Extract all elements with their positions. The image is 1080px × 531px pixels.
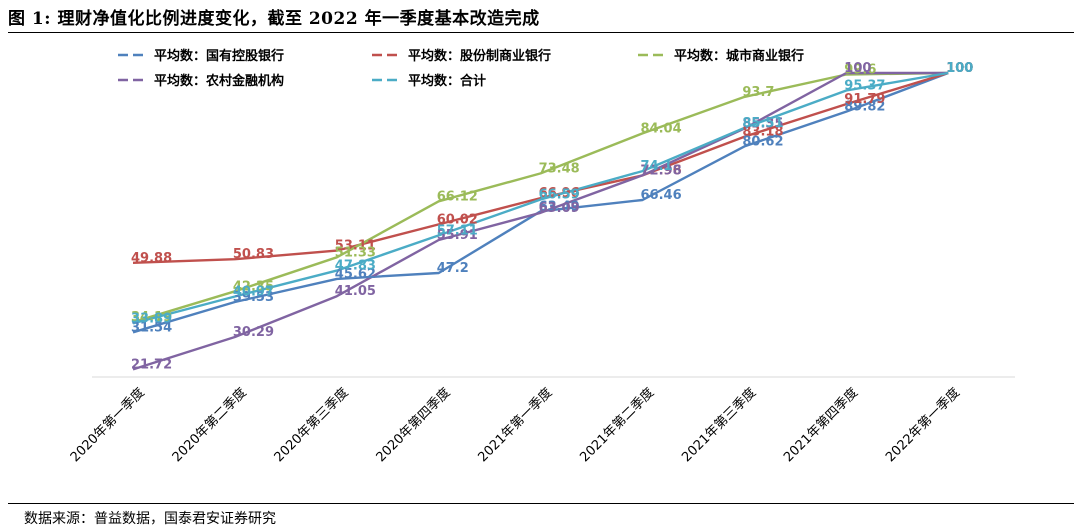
x-tick-label: 2021年第一季度 bbox=[475, 385, 556, 466]
x-tick-label: 2020年第二季度 bbox=[169, 385, 250, 466]
data-label: 85.51 bbox=[742, 116, 783, 131]
data-label: 33.89 bbox=[131, 311, 172, 326]
line-chart: 31.54 39.53 45.62 47.2 63.49 66.46 80.62 89.82 1… bbox=[67, 48, 1015, 466]
data-label: 100 bbox=[946, 61, 973, 76]
data-label: 100 bbox=[946, 61, 973, 76]
x-tick-label: 2020年第三季度 bbox=[271, 385, 352, 466]
series-lines bbox=[132, 71, 949, 371]
data-label: 74.1 bbox=[641, 159, 673, 174]
data-label: 57.11 bbox=[437, 223, 478, 238]
series-line-5 bbox=[132, 71, 949, 325]
data-label: 73.48 bbox=[539, 161, 580, 176]
data-label: 100 bbox=[946, 61, 973, 76]
data-label: 21.72 bbox=[131, 357, 172, 372]
title-rule bbox=[8, 32, 1074, 33]
data-label: 34.19 bbox=[131, 310, 172, 325]
data-labels: 31.54 39.53 45.62 47.2 63.49 66.46 80.62 89.82 1… bbox=[131, 61, 973, 372]
data-label: 66.59 bbox=[539, 188, 580, 203]
data-label: 83.18 bbox=[742, 125, 783, 140]
data-label: 100 bbox=[946, 61, 973, 76]
data-label: 45.62 bbox=[335, 267, 376, 282]
data-label: 47.83 bbox=[335, 259, 376, 274]
data-label: 91.79 bbox=[844, 92, 885, 107]
data-label: 63.49 bbox=[539, 199, 580, 214]
data-label: 66.46 bbox=[641, 188, 682, 203]
data-label: 84.04 bbox=[641, 121, 682, 136]
series-line-3 bbox=[132, 71, 949, 324]
x-tick-labels: 2020年第一季度 2020年第二季度 2020年第三季度 2020年第四季度 2021… bbox=[67, 385, 963, 466]
x-tick-label: 2022年第一季度 bbox=[882, 385, 963, 466]
legend-label-3: 平均数：城市商业银行 bbox=[674, 48, 804, 64]
series-line-1 bbox=[132, 71, 949, 334]
series-line-4 bbox=[132, 71, 949, 371]
data-label: 66.96 bbox=[539, 186, 580, 201]
x-tick-label: 2021年第三季度 bbox=[679, 385, 760, 466]
legend-label-5: 平均数：合计 bbox=[408, 73, 486, 89]
series-line-2 bbox=[132, 71, 949, 264]
x-tick-label: 2021年第二季度 bbox=[577, 385, 658, 466]
data-label: 30.29 bbox=[233, 325, 274, 340]
data-label: 42.35 bbox=[233, 279, 274, 294]
data-label: 63.09 bbox=[539, 201, 580, 216]
data-label: 99.6 bbox=[844, 63, 876, 78]
legend: 平均数：国有控股银行 平均数：股份制商业银行 平均数：城市商业银行平均数：农村金融机… bbox=[118, 48, 804, 89]
x-tick-label: 2021年第四季度 bbox=[780, 385, 861, 466]
source-rule bbox=[8, 503, 1074, 504]
figure-title: 图 1: 理财净值化比例进度变化，截至 2022 年一季度基本改造完成 bbox=[8, 9, 540, 29]
data-label: 72.98 bbox=[641, 163, 682, 178]
source-note: 数据来源：普益数据，国泰君安证券研究 bbox=[24, 511, 276, 527]
data-label: 72.96 bbox=[641, 163, 682, 178]
data-label: 53.11 bbox=[335, 239, 376, 254]
data-label: 40.97 bbox=[233, 285, 274, 300]
x-tick-label: 2020年第四季度 bbox=[373, 385, 454, 466]
data-label: 39.53 bbox=[233, 290, 274, 305]
data-label: 66.12 bbox=[437, 189, 478, 204]
data-label: 85.35 bbox=[742, 116, 783, 131]
data-label: 55.91 bbox=[437, 228, 478, 243]
data-label: 60.02 bbox=[437, 212, 478, 227]
data-label: 50.83 bbox=[233, 247, 274, 262]
legend-label-2: 平均数：股份制商业银行 bbox=[408, 48, 551, 64]
data-label: 100 bbox=[844, 61, 871, 76]
data-label: 95.37 bbox=[844, 79, 885, 94]
data-label: 31.54 bbox=[131, 320, 172, 335]
data-label: 51.33 bbox=[335, 245, 376, 260]
data-label: 41.05 bbox=[335, 284, 376, 299]
data-label: 100 bbox=[946, 61, 973, 76]
data-label: 93.7 bbox=[742, 85, 774, 100]
data-label: 47.2 bbox=[437, 261, 469, 276]
data-label: 49.88 bbox=[131, 251, 172, 266]
data-label: 80.62 bbox=[742, 134, 783, 149]
data-label: 89.82 bbox=[844, 100, 885, 115]
legend-label-1: 平均数：国有控股银行 bbox=[154, 48, 284, 64]
legend-label-4: 平均数：农村金融机构 bbox=[154, 73, 284, 89]
x-tick-label: 2020年第一季度 bbox=[67, 385, 148, 466]
